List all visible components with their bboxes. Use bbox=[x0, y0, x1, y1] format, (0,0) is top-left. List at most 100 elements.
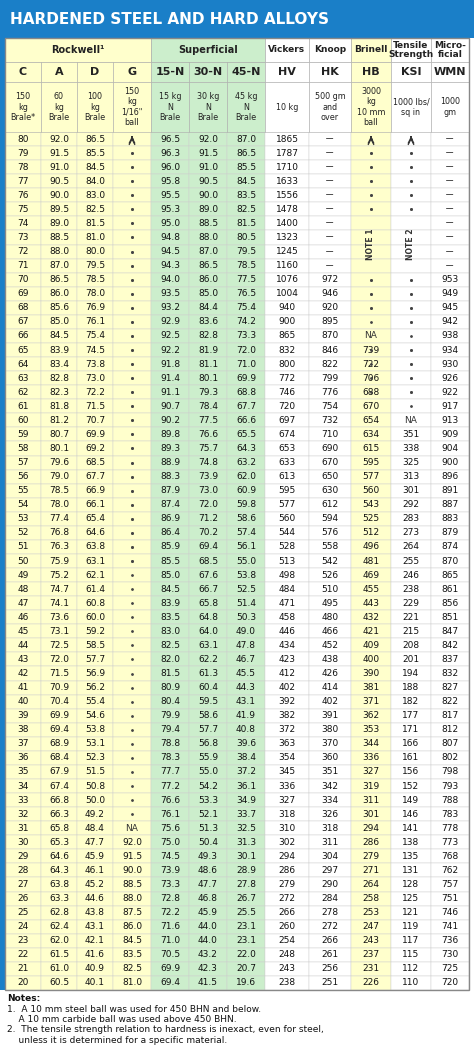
Bar bbox=[227, 554, 265, 568]
Text: 412: 412 bbox=[279, 669, 295, 678]
Bar bbox=[351, 146, 391, 160]
Text: 23: 23 bbox=[18, 936, 29, 945]
Bar bbox=[151, 835, 189, 849]
Bar bbox=[41, 202, 77, 216]
Bar bbox=[41, 456, 77, 470]
Bar bbox=[41, 62, 77, 82]
Bar bbox=[265, 511, 309, 526]
Text: 736: 736 bbox=[441, 936, 459, 945]
Bar bbox=[41, 301, 77, 314]
Bar bbox=[77, 653, 113, 667]
Text: 1710: 1710 bbox=[275, 162, 299, 172]
Bar bbox=[189, 653, 227, 667]
Text: 754: 754 bbox=[321, 401, 338, 411]
Bar bbox=[351, 259, 391, 272]
Bar bbox=[41, 976, 77, 990]
Text: 85.6: 85.6 bbox=[49, 303, 69, 312]
Text: 83.5: 83.5 bbox=[236, 191, 256, 200]
Text: 498: 498 bbox=[278, 570, 296, 580]
Text: 82.5: 82.5 bbox=[160, 641, 180, 650]
Bar bbox=[391, 835, 431, 849]
Bar bbox=[309, 540, 351, 554]
Bar bbox=[227, 428, 265, 441]
Text: 89.3: 89.3 bbox=[160, 444, 180, 453]
Bar bbox=[265, 244, 309, 259]
Bar bbox=[77, 413, 113, 428]
Text: 266: 266 bbox=[321, 936, 338, 945]
Text: 722: 722 bbox=[363, 359, 380, 369]
Bar bbox=[309, 849, 351, 864]
Text: −: − bbox=[325, 246, 335, 257]
Text: 773: 773 bbox=[441, 837, 459, 847]
Text: 81.9: 81.9 bbox=[198, 346, 218, 354]
Bar bbox=[41, 807, 77, 822]
Text: 525: 525 bbox=[363, 515, 380, 523]
Bar bbox=[227, 146, 265, 160]
Text: 762: 762 bbox=[441, 866, 458, 875]
Bar bbox=[189, 695, 227, 708]
Bar bbox=[189, 470, 227, 483]
Text: 64.6: 64.6 bbox=[49, 852, 69, 860]
Text: 247: 247 bbox=[363, 922, 380, 932]
Bar bbox=[113, 750, 151, 765]
Bar bbox=[431, 905, 469, 920]
Text: 65.3: 65.3 bbox=[49, 837, 69, 847]
Text: 22.0: 22.0 bbox=[236, 951, 256, 959]
Bar bbox=[5, 554, 41, 568]
Text: 1323: 1323 bbox=[275, 233, 299, 242]
Text: 856: 856 bbox=[441, 598, 459, 608]
Bar bbox=[41, 357, 77, 371]
Text: 76.5: 76.5 bbox=[236, 289, 256, 299]
Text: 283: 283 bbox=[402, 515, 419, 523]
Bar bbox=[113, 849, 151, 864]
Bar bbox=[391, 357, 431, 371]
Bar bbox=[309, 892, 351, 905]
Text: 69.9: 69.9 bbox=[85, 430, 105, 439]
Bar bbox=[227, 793, 265, 807]
Bar bbox=[391, 638, 431, 653]
Text: 229: 229 bbox=[402, 598, 419, 608]
Text: 45.5: 45.5 bbox=[236, 669, 256, 678]
Text: 542: 542 bbox=[321, 556, 338, 566]
Text: 73: 73 bbox=[17, 233, 29, 242]
Text: 650: 650 bbox=[321, 472, 338, 481]
Bar bbox=[189, 259, 227, 272]
Bar bbox=[77, 301, 113, 314]
Bar bbox=[77, 920, 113, 934]
Bar bbox=[265, 695, 309, 708]
Bar bbox=[41, 483, 77, 498]
Text: 1400: 1400 bbox=[275, 219, 299, 227]
Bar bbox=[227, 582, 265, 596]
Bar bbox=[351, 526, 391, 540]
Text: 344: 344 bbox=[363, 739, 380, 748]
Bar bbox=[77, 596, 113, 610]
Text: 53.3: 53.3 bbox=[198, 795, 218, 805]
Bar bbox=[265, 428, 309, 441]
Bar bbox=[5, 892, 41, 905]
Text: 51.4: 51.4 bbox=[236, 598, 256, 608]
Text: 66.7: 66.7 bbox=[198, 585, 218, 593]
Bar bbox=[265, 962, 309, 976]
Text: 56: 56 bbox=[17, 472, 29, 481]
Bar bbox=[77, 132, 113, 146]
Bar bbox=[431, 272, 469, 287]
Bar bbox=[113, 625, 151, 638]
Bar bbox=[5, 456, 41, 470]
Text: 63.8: 63.8 bbox=[85, 543, 105, 551]
Bar bbox=[5, 428, 41, 441]
Bar bbox=[77, 934, 113, 947]
Text: NOTE 2: NOTE 2 bbox=[407, 228, 416, 260]
Bar bbox=[189, 962, 227, 976]
Bar bbox=[151, 329, 189, 343]
Bar bbox=[77, 877, 113, 892]
Text: 78: 78 bbox=[17, 162, 29, 172]
Bar bbox=[431, 807, 469, 822]
Bar bbox=[351, 779, 391, 793]
Bar bbox=[309, 498, 351, 511]
Text: A: A bbox=[55, 67, 64, 77]
Bar bbox=[113, 132, 151, 146]
Text: 776: 776 bbox=[321, 388, 338, 397]
Bar bbox=[189, 413, 227, 428]
Bar bbox=[227, 189, 265, 202]
Text: 86.0: 86.0 bbox=[198, 276, 218, 284]
